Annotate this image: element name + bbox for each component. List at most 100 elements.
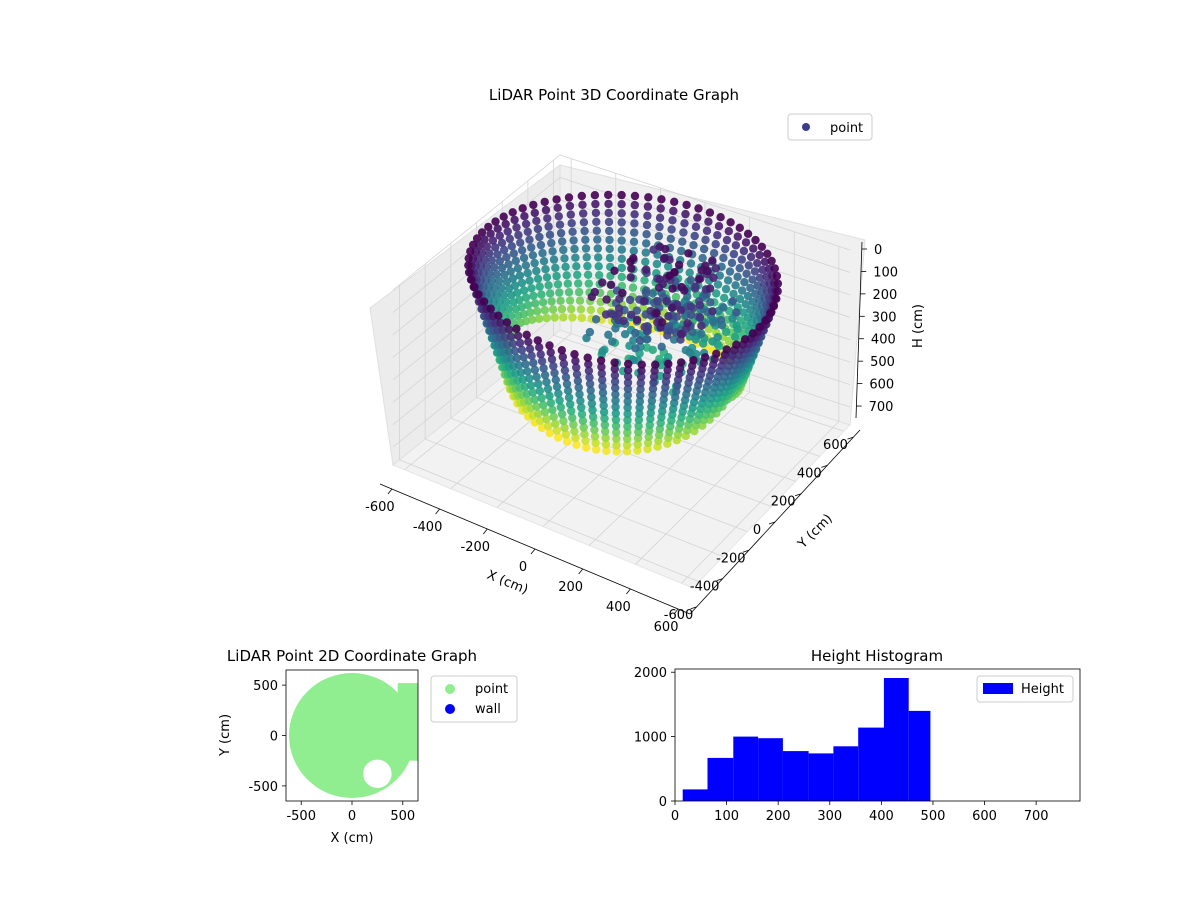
y-tick-label: 600	[823, 438, 848, 453]
chart-3d-point	[554, 389, 563, 398]
chart-3d-point	[714, 222, 724, 231]
chart-3d-point	[570, 427, 579, 436]
y-tick	[795, 493, 802, 497]
chart-3d-point	[464, 254, 473, 263]
chart-3d-point	[564, 288, 574, 297]
chart-3d-point	[594, 253, 603, 262]
chart-3d-point	[665, 271, 674, 280]
chart-3d-point	[604, 217, 614, 227]
histogram-y-ticks: 0 1000 2000	[634, 666, 675, 810]
chart-3d-point	[498, 325, 507, 335]
chart-3d-point	[630, 210, 639, 219]
chart-3d-point	[525, 374, 534, 383]
x-tick-label: 600	[654, 620, 679, 635]
chart-3d-point	[529, 358, 538, 368]
chart-3d-point	[571, 253, 580, 262]
chart-3d-point	[474, 290, 483, 299]
chart-3d-point	[535, 282, 544, 291]
chart-3d-point	[523, 268, 532, 278]
chart-3d-point	[583, 261, 592, 271]
chart-3d-point	[623, 422, 632, 431]
chart-3d-point	[600, 420, 610, 430]
chart-3d-point	[649, 372, 659, 381]
chart-3d-point	[755, 250, 764, 260]
chart-3d-point	[669, 335, 679, 344]
chart-3d-point	[491, 217, 500, 226]
chart-3d-points	[464, 190, 783, 456]
chart-3d-point	[579, 218, 589, 227]
chart-3d-point	[684, 249, 693, 258]
chart-3d-point	[642, 326, 652, 336]
chart-3d-point	[738, 286, 747, 295]
chart-3d-point	[749, 244, 758, 253]
chart-3d-point	[534, 379, 543, 389]
chart-3d-point	[740, 335, 750, 344]
chart-3d-point	[581, 235, 590, 244]
chart-3d-point	[550, 313, 559, 322]
chart-3d-point	[522, 330, 531, 339]
x-tick-label: 600	[972, 809, 997, 824]
chart-3d-point	[732, 308, 741, 317]
y-tick-label: -200	[716, 551, 746, 566]
chart-3d-point	[630, 219, 639, 228]
chart-3d-point	[530, 258, 539, 268]
chart-3d-point	[719, 253, 728, 263]
x-tick-label: 0	[519, 560, 527, 575]
chart-2d-title: LiDAR Point 2D Coordinate Graph	[227, 647, 477, 665]
chart-3d-point	[685, 268, 694, 277]
chart-3d-point	[612, 428, 621, 437]
chart-3d-point	[563, 386, 573, 395]
chart-3d-point	[504, 304, 513, 314]
chart-3d-point	[611, 383, 620, 393]
chart-3d-point	[580, 430, 589, 439]
chart-3d-point	[722, 345, 731, 354]
chart-2d-disc	[289, 673, 415, 798]
chart-3d-point	[635, 409, 644, 418]
chart-3d-point	[657, 195, 666, 204]
chart-3d-point	[716, 213, 725, 222]
chart-3d-point	[548, 247, 557, 256]
chart-3d-point	[551, 419, 560, 428]
histogram-bars	[682, 678, 931, 801]
chart-3d-point	[497, 304, 507, 313]
chart-3d-point	[640, 297, 649, 306]
chart-3d-point	[590, 425, 599, 434]
chart-3d-point	[581, 244, 591, 253]
chart-3d-point	[642, 230, 651, 239]
chart-3d-point	[539, 364, 548, 373]
chart-3d-point	[537, 290, 546, 299]
chart-3d-point	[508, 274, 518, 283]
z-tick-label: 200	[872, 288, 897, 303]
chart-3d-point	[691, 282, 700, 291]
chart-3d-point	[576, 396, 585, 405]
chart-3d-point	[632, 315, 642, 324]
chart-3d-point	[623, 384, 633, 394]
chart-3d-point	[537, 393, 546, 403]
chart-3d-point	[479, 297, 489, 306]
chart-3d-point	[505, 234, 514, 243]
chart-3d-point	[502, 318, 512, 327]
chart-3d-point	[566, 400, 575, 409]
chart-3d-point	[641, 257, 650, 266]
chart-3d-point	[713, 231, 722, 240]
chart-3d-point	[535, 416, 545, 426]
chart-3d-point	[487, 256, 496, 265]
chart-3d-point	[623, 397, 632, 406]
chart-3d-point	[587, 292, 596, 302]
chart-3d-point	[763, 249, 772, 258]
chart-3d-point	[627, 264, 636, 273]
chart-3d-point	[654, 283, 664, 292]
chart-3d-point	[667, 303, 677, 312]
chart-3d-point	[706, 298, 715, 307]
chart-3d-point	[564, 393, 574, 402]
chart-3d-point	[628, 283, 638, 292]
chart-3d-point	[514, 230, 523, 240]
chart-3d-point	[617, 190, 626, 200]
chart-3d-point	[733, 232, 742, 241]
chart-3d-point	[526, 381, 536, 390]
chart-3d-point	[592, 445, 601, 454]
chart-3d-point	[626, 273, 635, 282]
chart-3d-point	[572, 363, 581, 372]
chart-3d-point	[537, 357, 547, 366]
chart-3d-point	[634, 415, 644, 424]
